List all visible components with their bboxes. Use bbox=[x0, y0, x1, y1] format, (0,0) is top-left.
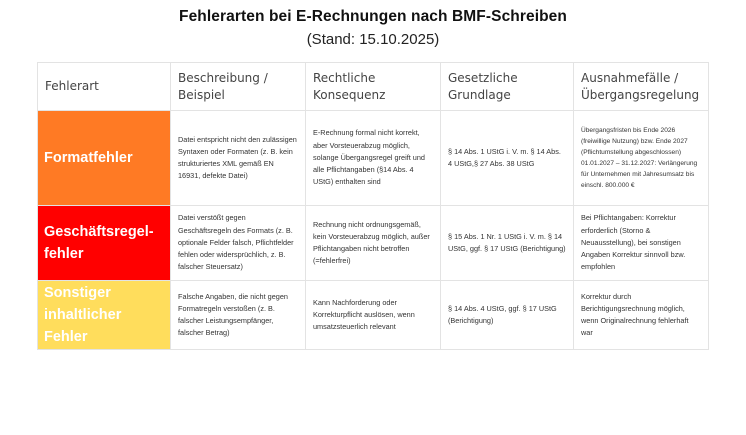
column-header-exceptions: Ausnahmefälle / Übergangsregelung bbox=[573, 62, 709, 111]
consequence-cell: Rechnung nicht ordnungsgemäß, kein Vorst… bbox=[305, 205, 441, 281]
column-header-error-type: Fehlerart bbox=[37, 62, 171, 111]
table-row: Formatfehler Datei entspricht nicht den … bbox=[37, 110, 709, 206]
table-header-row: Fehlerart Beschreibung / Beispiel Rechtl… bbox=[37, 62, 709, 111]
category-cell: Formatfehler bbox=[37, 110, 171, 206]
page-title: Fehlerarten bei E-Rechnungen nach BMF-Sc… bbox=[179, 8, 567, 25]
description-cell: Falsche Angaben, die nicht gegen Formatr… bbox=[170, 280, 306, 350]
exceptions-cell: Bei Pflichtangaben: Korrektur erforderli… bbox=[573, 205, 709, 281]
table-row: Geschäftsregel-fehler Datei verstößt geg… bbox=[37, 205, 709, 281]
legal-basis-cell: § 14 Abs. 1 UStG i. V. m. § 14 Abs. 4 US… bbox=[440, 110, 574, 206]
legal-basis-cell: § 15 Abs. 1 Nr. 1 UStG i. V. m. § 14 USt… bbox=[440, 205, 574, 281]
page-subtitle: (Stand: 15.10.2025) bbox=[306, 31, 440, 48]
category-cell: Sonstiger inhaltlicher Fehler bbox=[37, 280, 171, 350]
exceptions-cell: Übergangsfristen bis Ende 2026 (freiwill… bbox=[573, 110, 709, 206]
table-row: Sonstiger inhaltlicher Fehler Falsche An… bbox=[37, 280, 709, 350]
category-cell: Geschäftsregel-fehler bbox=[37, 205, 171, 281]
legal-basis-cell: § 14 Abs. 4 UStG, ggf. § 17 UStG (Berich… bbox=[440, 280, 574, 350]
column-header-description: Beschreibung / Beispiel bbox=[170, 62, 306, 111]
exceptions-cell: Korrektur durch Berichtigungsrechnung mö… bbox=[573, 280, 709, 350]
description-cell: Datei entspricht nicht den zulässigen Sy… bbox=[170, 110, 306, 206]
error-types-table: Fehlerart Beschreibung / Beispiel Rechtl… bbox=[37, 62, 709, 350]
column-header-legal-basis: Gesetzliche Grundlage bbox=[440, 62, 574, 111]
column-header-consequence: Rechtliche Konsequenz bbox=[305, 62, 441, 111]
consequence-cell: Kann Nachforderung oder Korrekturpflicht… bbox=[305, 280, 441, 350]
description-cell: Datei verstößt gegen Geschäftsregeln des… bbox=[170, 205, 306, 281]
consequence-cell: E-Rechnung formal nicht korrekt, aber Vo… bbox=[305, 110, 441, 206]
